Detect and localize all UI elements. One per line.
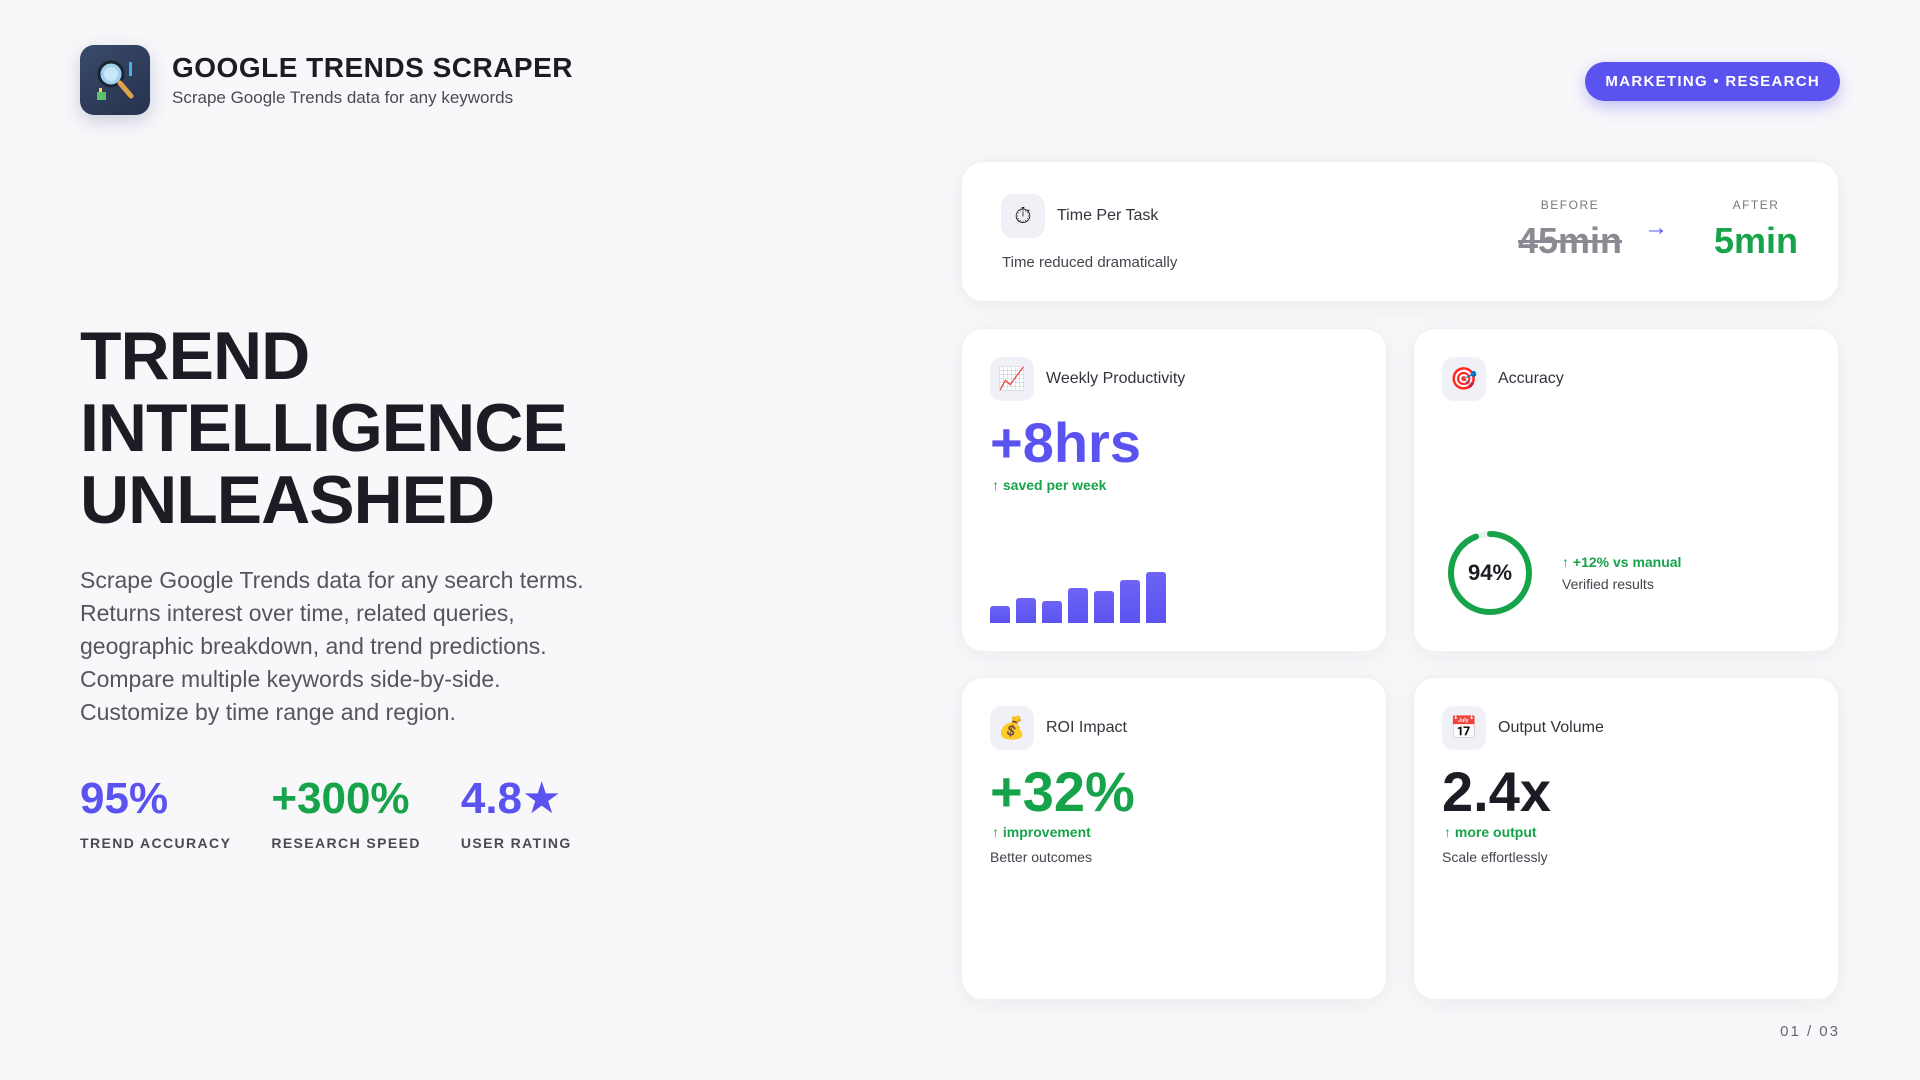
card-header: 🎯 Accuracy (1442, 357, 1564, 401)
stat-label: RESEARCH SPEED (271, 835, 421, 851)
app-header: GOOGLE TRENDS SCRAPER Scrape Google Tren… (80, 45, 573, 115)
stat-trend-accuracy: 95% TREND ACCURACY (80, 774, 232, 852)
after-metric: AFTER 5min (1714, 198, 1798, 262)
app-subtitle: Scrape Google Trends data for any keywor… (172, 88, 514, 107)
card-header: 📅 Output Volume (1442, 706, 1604, 750)
after-value: 5min (1713, 220, 1798, 261)
output-note: Scale effortlessly (1442, 849, 1548, 865)
before-metric: BEFORE 45min (1518, 198, 1622, 262)
card-label: Output Volume (1498, 719, 1604, 736)
card-header: 📈 Weekly Productivity (990, 357, 1185, 401)
productivity-sub: ↑ saved per week (992, 477, 1107, 493)
stats-row: 95% TREND ACCURACY +300% RESEARCH SPEED … (80, 774, 612, 852)
category-badge[interactable]: MARKETING • RESEARCH (1585, 62, 1840, 101)
time-per-task-card: ⏱ Time Per Task Time reduced dramaticall… (961, 161, 1839, 302)
output-value: 2.4x (1442, 760, 1551, 823)
hero-title-line: TREND (80, 318, 310, 394)
productivity-bar (1042, 601, 1062, 623)
app-title: GOOGLE TRENDS SCRAPER (172, 52, 573, 83)
target-icon: 🎯 (1442, 357, 1486, 401)
accuracy-ring (1448, 531, 1532, 615)
money-bag-icon: 💰 (990, 706, 1034, 750)
calendar-icon: 📅 (1442, 706, 1486, 750)
card-note: Time reduced dramatically (1002, 254, 1178, 271)
productivity-bar (1146, 572, 1166, 623)
roi-value: +32% (990, 760, 1135, 823)
stopwatch-icon: ⏱ (1001, 194, 1045, 238)
roi-note: Better outcomes (990, 849, 1092, 865)
accuracy-value: 94% (1467, 560, 1513, 585)
card-label: Accuracy (1498, 370, 1564, 387)
output-sub: ↑ more output (1444, 824, 1537, 840)
productivity-bar (1120, 580, 1140, 623)
card-label: Time Per Task (1057, 207, 1159, 224)
magnifier-chart-icon (80, 45, 150, 115)
productivity-bar-chart (990, 561, 1172, 623)
output-volume-card: 📅 Output Volume 2.4x ↑ more output Scale… (1413, 677, 1839, 1000)
productivity-bar (1016, 598, 1036, 623)
weekly-productivity-card: 📈 Weekly Productivity +8hrs ↑ saved per … (961, 328, 1387, 652)
stat-value: 4.8★ (460, 774, 562, 823)
hero-title-line: UNLEASHED (80, 462, 495, 538)
hero-title: TREND INTELLIGENCE UNLEASHED (80, 318, 568, 538)
productivity-bar (1094, 591, 1114, 623)
before-label: BEFORE (1540, 198, 1600, 212)
accuracy-card: 🎯 Accuracy 94% ↑ +12% vs manual Verified… (1413, 328, 1839, 652)
accuracy-sub: ↑ +12% vs manual (1562, 554, 1682, 570)
card-label: Weekly Productivity (1046, 370, 1186, 387)
card-label: ROI Impact (1046, 719, 1127, 736)
chart-increasing-icon: 📈 (990, 357, 1034, 401)
stat-value: 95% (80, 774, 169, 823)
stat-user-rating: 4.8★ USER RATING (460, 774, 572, 852)
card-header: 💰 ROI Impact (990, 706, 1127, 750)
stat-label: USER RATING (460, 835, 572, 851)
stat-value: +300% (271, 774, 410, 823)
productivity-bar (990, 606, 1010, 623)
after-label: AFTER (1732, 198, 1780, 212)
arrow-right-icon: → (1644, 214, 1668, 241)
stat-research-speed: +300% RESEARCH SPEED (271, 774, 421, 852)
hero-description: Scrape Google Trends data for any search… (80, 567, 584, 725)
before-value: 45min (1517, 220, 1622, 261)
card-header: ⏱ Time Per Task (1001, 194, 1158, 238)
productivity-value: +8hrs (990, 411, 1141, 474)
stat-label: TREND ACCURACY (80, 835, 232, 851)
roi-impact-card: 💰 ROI Impact +32% ↑ improvement Better o… (961, 677, 1387, 1000)
page-indicator: 01 / 03 (1780, 1023, 1840, 1040)
hero-title-line: INTELLIGENCE (80, 390, 568, 466)
roi-sub: ↑ improvement (992, 824, 1091, 840)
productivity-bar (1068, 588, 1088, 623)
accuracy-note: Verified results (1562, 576, 1654, 592)
